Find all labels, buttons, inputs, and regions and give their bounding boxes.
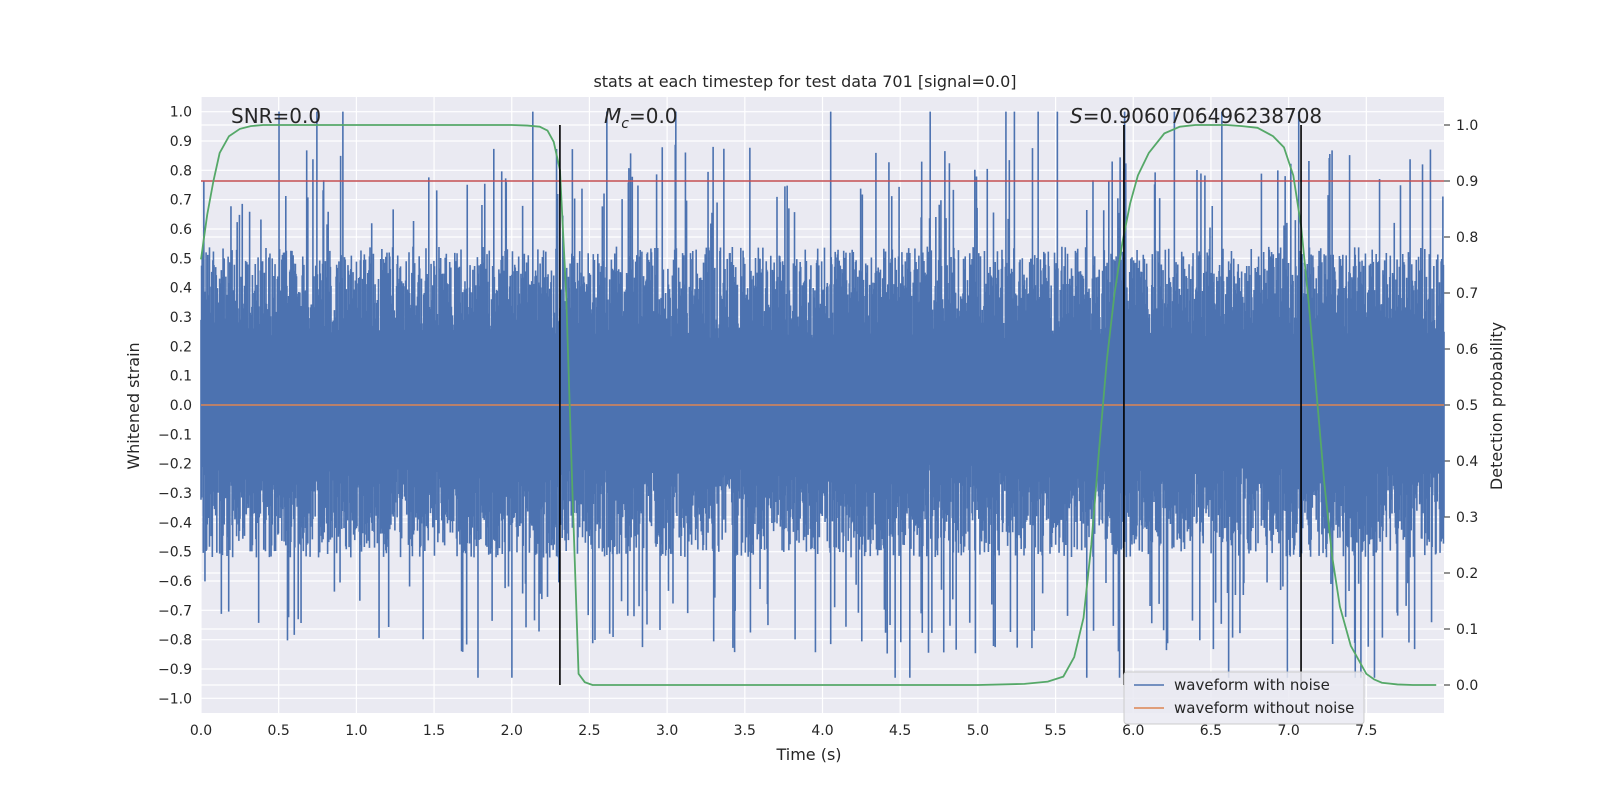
y-tick-label: −1.0 (158, 691, 192, 707)
y-tick-label: −0.9 (158, 662, 192, 678)
x-tick-label: 0.0 (190, 723, 212, 739)
mc-value: =0.0 (629, 104, 678, 128)
y-tick-label: 0.4 (170, 281, 192, 297)
x-axis-label: Time (s) (775, 745, 841, 764)
legend-label-clean: waveform without noise (1174, 699, 1354, 717)
y-right-tick-label: 0.5 (1456, 398, 1478, 414)
y-tick-label: −0.5 (158, 545, 192, 561)
x-tick-label: 7.5 (1355, 723, 1377, 739)
mc-subscript: c (621, 116, 629, 132)
x-tick-label: 3.5 (734, 723, 756, 739)
series-detection-probability (200, 124, 1437, 686)
y-tick-label: −0.7 (158, 603, 192, 619)
x-tick-label: 1.0 (345, 723, 367, 739)
y-tick-label: 0.2 (170, 339, 192, 355)
x-tick-label: 5.5 (1044, 723, 1066, 739)
y-tick-label: 0.3 (170, 310, 192, 326)
x-tick-label: 4.5 (889, 723, 911, 739)
y-tick-label: −0.1 (158, 427, 192, 443)
series-waveform-with-noise-core (201, 346, 1444, 452)
y-tick-label: 0.5 (170, 251, 192, 267)
legend-label-noise: waveform with noise (1174, 676, 1330, 694)
x-tick-label: 5.0 (967, 723, 989, 739)
y-tick-label: 1.0 (170, 105, 192, 121)
y-tick-label: −0.6 (158, 574, 192, 590)
y-right-tick-label: 0.8 (1456, 230, 1478, 246)
plot-area: 0.0 0.5 1.0 1.5 2.0 2.5 3.0 3.5 4.0 4.5 5.0 5.5 6.0 6… (158, 97, 1478, 739)
x-tick-label: 7.0 (1277, 723, 1299, 739)
s-annotation: S=0.9060706496238708 (1070, 104, 1322, 128)
y-tick-label: −0.4 (158, 515, 192, 531)
y-tick-label: 0.8 (170, 163, 192, 179)
x-tick-label: 6.5 (1200, 723, 1222, 739)
y-right-axis-label: Detection probability (1487, 322, 1506, 490)
x-tick-label: 3.0 (656, 723, 678, 739)
y-right-tick-label: 0.9 (1456, 174, 1478, 190)
legend: waveform with noise waveform without noi… (1123, 671, 1365, 725)
legend-box (1123, 671, 1365, 725)
y-tick-label: −0.2 (158, 457, 192, 473)
chart-title: stats at each timestep for test data 701… (593, 72, 1016, 91)
y-right-tick-label: 0.4 (1456, 454, 1478, 470)
s-symbol: S (1070, 104, 1083, 128)
y-right-tick-label: 0.3 (1456, 510, 1478, 526)
x-tick-label: 1.5 (423, 723, 445, 739)
y-right-tick-label: 0.1 (1456, 622, 1478, 638)
mc-symbol: M (604, 104, 621, 128)
s-value: =0.9060706496238708 (1083, 104, 1322, 128)
y-axis-label: Whitened strain (124, 342, 143, 469)
y-tick-label: 0.7 (170, 193, 192, 209)
x-tick-label: 4.0 (811, 723, 833, 739)
y-tick-label: −0.3 (158, 486, 192, 502)
x-tick-label: 2.5 (578, 723, 600, 739)
x-tick-label: 2.0 (501, 723, 523, 739)
y-right-tick-label: 0.0 (1456, 678, 1478, 694)
y-tick-label: −0.8 (158, 633, 192, 649)
y-tick-label: 0.1 (170, 369, 192, 385)
y-right-tick-label: 1.0 (1456, 118, 1478, 134)
y-tick-label: 0.6 (170, 222, 192, 238)
y-right-tick-label: 0.6 (1456, 342, 1478, 358)
y-tick-label: 0.9 (170, 134, 192, 150)
y-tick-label: 0.0 (170, 398, 192, 414)
snr-annotation: SNR=0.0 (231, 104, 321, 128)
mc-annotation: Mc=0.0 (604, 104, 678, 132)
x-tick-label: 0.5 (268, 723, 290, 739)
x-tick-label: 6.0 (1122, 723, 1144, 739)
y-right-tick-label: 0.2 (1456, 566, 1478, 582)
y-right-tick-label: 0.7 (1456, 286, 1478, 302)
